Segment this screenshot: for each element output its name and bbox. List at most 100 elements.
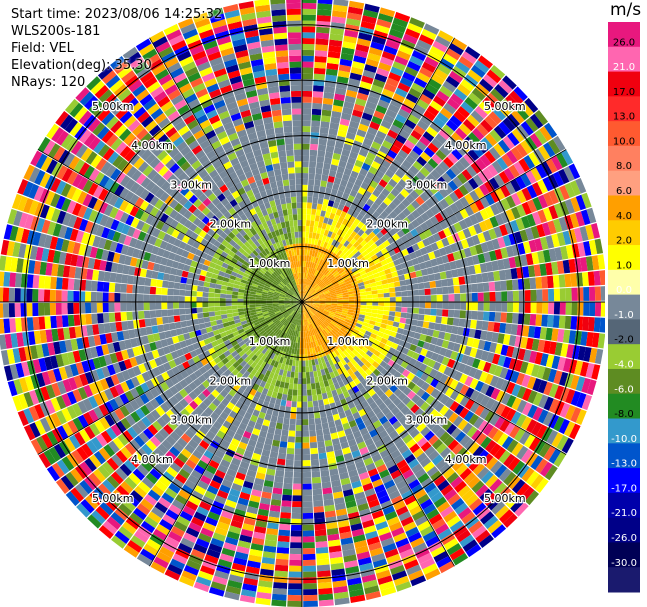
velocity-gate-4994: [285, 295, 292, 299]
velocity-gate-4444: [158, 331, 167, 340]
velocity-gate-331: [336, 190, 344, 198]
velocity-gate-4522: [6, 349, 16, 365]
velocity-gate-1679: [388, 311, 396, 317]
velocity-gate-2473: [402, 434, 413, 444]
velocity-gate-1683: [412, 313, 419, 320]
velocity-gate-777: [494, 84, 509, 98]
velocity-gate-4150: [84, 426, 96, 440]
velocity-gate-4241: [141, 371, 151, 382]
velocity-gate-4411: [52, 368, 63, 382]
velocity-gate-3341: [281, 375, 287, 383]
velocity-gate-1558: [594, 286, 602, 301]
velocity-gate-3419: [230, 519, 243, 529]
velocity-gate-2119: [494, 416, 506, 429]
velocity-gate-3579: [185, 527, 200, 538]
velocity-gate-2298: [343, 341, 350, 348]
velocity-gate-4820: [86, 268, 94, 280]
velocity-gate-4640: [225, 302, 232, 306]
velocity-gate-899: [370, 242, 378, 251]
velocity-gate-4720: [61, 290, 68, 302]
velocity-gate-2815: [312, 341, 317, 348]
velocity-gate-4409: [64, 365, 74, 379]
velocity-gate-2843: [355, 497, 368, 506]
velocity-gate-4403: [98, 355, 107, 368]
velocity-gate-1168: [430, 242, 439, 252]
velocity-gate-385: [346, 181, 355, 190]
velocity-gate-4378: [239, 317, 247, 322]
velocity-gate-3510: [238, 441, 248, 450]
velocity-gate-4687: [255, 299, 261, 302]
velocity-gate-2857: [377, 575, 393, 585]
velocity-gate-4545: [173, 315, 181, 323]
velocity-gate-4738: [260, 297, 267, 301]
velocity-gate-4828: [39, 261, 47, 276]
velocity-gate-2448: [315, 320, 321, 326]
velocity-gate-3064: [317, 581, 333, 589]
velocity-gate-1504: [581, 271, 589, 287]
velocity-gate-4626: [3, 318, 11, 334]
velocity-gate-1430: [452, 277, 460, 286]
velocity-gate-3156: [291, 512, 302, 520]
velocity-gate-1713: [586, 332, 594, 347]
velocity-gate-1958: [484, 373, 494, 385]
velocity-gate-2885: [333, 443, 342, 452]
velocity-gate-1409: [330, 296, 337, 299]
velocity-gate-2017: [516, 399, 528, 413]
velocity-gate-4852: [203, 281, 211, 288]
velocity-gate-2433: [454, 480, 467, 493]
velocity-gate-2240: [319, 316, 325, 322]
velocity-gate-3940: [123, 459, 137, 473]
velocity-gate-4707: [137, 294, 144, 302]
velocity-gate-927: [498, 139, 511, 153]
velocity-gate-1158: [377, 266, 385, 273]
velocity-gate-2386: [483, 492, 497, 507]
velocity-gate-2005: [453, 371, 463, 382]
velocity-gate-395: [367, 126, 378, 136]
velocity-gate-1954: [463, 365, 472, 376]
velocity-gate-384: [344, 187, 352, 195]
velocity-gate-213: [308, 267, 311, 274]
velocity-gate-4753: [173, 289, 180, 296]
velocity-gate-1634: [430, 308, 437, 316]
velocity-gate-3978: [179, 398, 189, 408]
velocity-gate-717: [453, 110, 467, 123]
velocity-gate-1773: [330, 308, 337, 311]
velocity-gate-4950: [239, 282, 247, 287]
velocity-gate-1029: [503, 167, 515, 181]
velocity-gate-2684: [379, 469, 390, 479]
velocity-gate-3785: [147, 489, 161, 502]
velocity-gate-1145: [307, 297, 313, 300]
velocity-gate-3470: [220, 510, 234, 520]
velocity-gate-3973: [202, 379, 211, 389]
velocity-gate-1219: [427, 251, 436, 260]
velocity-gate-100: [316, 14, 331, 22]
velocity-gate-1979: [317, 309, 324, 313]
velocity-gate-3342: [279, 381, 285, 389]
velocity-gate-1772: [324, 306, 331, 310]
velocity-gate-3575: [196, 506, 209, 517]
velocity-gate-3965: [238, 350, 246, 357]
velocity-gate-3666: [216, 430, 226, 440]
velocity-gate-3768: [210, 411, 220, 421]
velocity-gate-557: [410, 108, 423, 120]
velocity-gate-2353: [353, 355, 361, 363]
velocity-gate-4267: [280, 308, 286, 312]
velocity-gate-19: [302, 184, 308, 191]
velocity-gate-3511: [235, 446, 246, 456]
velocity-gate-1978: [312, 306, 319, 310]
velocity-gate-670: [460, 78, 475, 92]
velocity-gate-1285: [508, 233, 518, 245]
velocity-gate-870: [467, 148, 480, 162]
velocity-gate-3752: [268, 338, 275, 345]
velocity-gate-2642: [414, 515, 429, 527]
velocity-gate-4020: [221, 357, 230, 365]
velocity-gate-2347: [329, 331, 336, 337]
velocity-gate-308: [374, 24, 390, 34]
velocity-gate-3705: [253, 363, 261, 371]
velocity-gate-2125: [523, 433, 536, 449]
velocity-gate-2360: [380, 384, 390, 394]
velocity-gate-3905: [275, 321, 282, 327]
velocity-gate-1529: [425, 295, 432, 302]
velocity-gate-3798: [290, 310, 295, 316]
velocity-gate-4965: [154, 255, 163, 265]
